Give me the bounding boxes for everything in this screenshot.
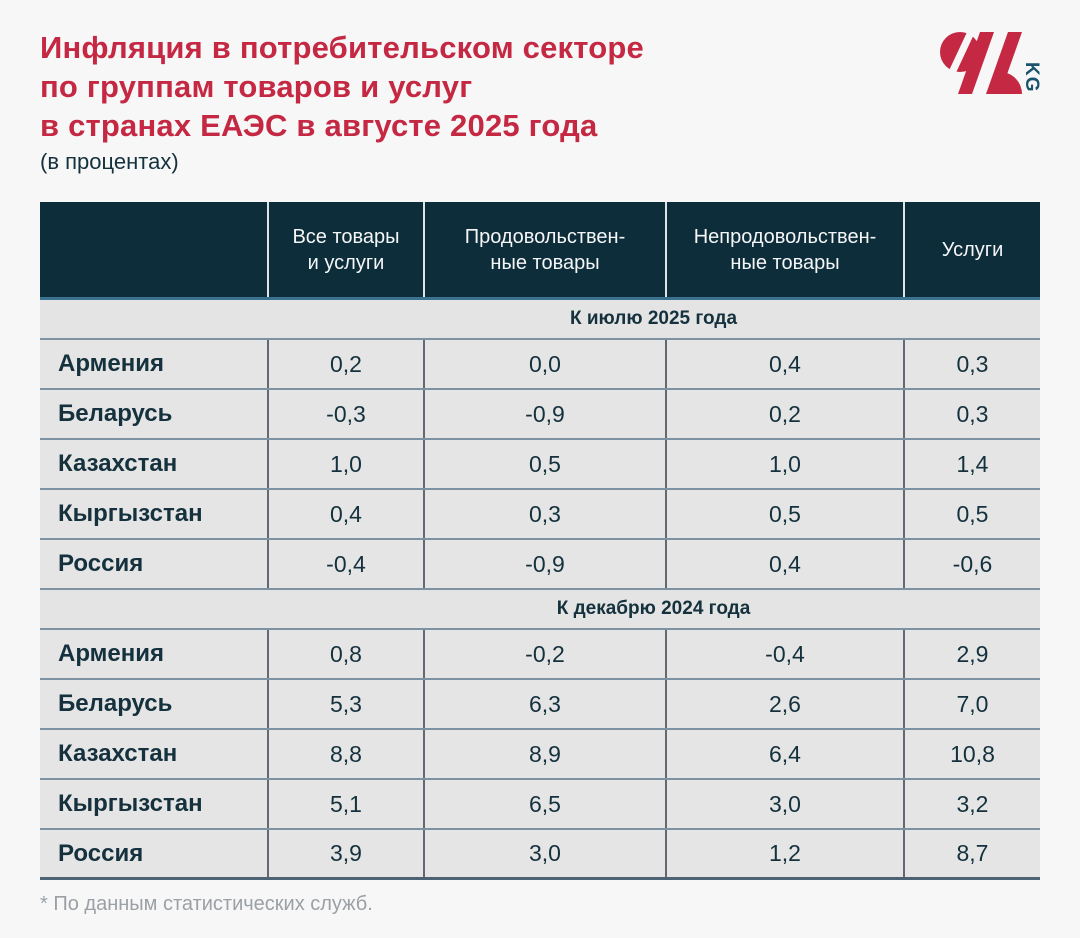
table-row: Беларусь -0,3 -0,9 0,2 0,3 xyxy=(40,390,1040,440)
value-cell: 0,8 xyxy=(267,630,423,678)
value-cell: 10,8 xyxy=(903,730,1040,778)
page-title: Инфляция в потребительском секторе по гр… xyxy=(40,28,644,145)
value-cell: 0,2 xyxy=(665,390,903,438)
value-cell: 7,0 xyxy=(903,680,1040,728)
value-cell: -0,2 xyxy=(423,630,665,678)
table-row: Кыргызстан 0,4 0,3 0,5 0,5 xyxy=(40,490,1040,540)
band-spacer xyxy=(40,300,267,338)
logo-24kg-icon: KG xyxy=(938,30,1042,94)
country-cell: Россия xyxy=(58,839,144,867)
value-cell: -0,4 xyxy=(665,630,903,678)
value-cell: 8,7 xyxy=(903,830,1040,877)
table-row: Беларусь 5,3 6,3 2,6 7,0 xyxy=(40,680,1040,730)
value-cell: 8,9 xyxy=(423,730,665,778)
country-cell: Россия xyxy=(58,550,144,577)
value-cell: -0,6 xyxy=(903,540,1040,588)
value-cell: 3,0 xyxy=(423,830,665,877)
country-cell: Казахстан xyxy=(58,740,178,767)
value-cell: 0,4 xyxy=(665,340,903,388)
column-header-all-goods: Все товары и услуги xyxy=(267,202,423,297)
section-band-december-2024: К декабрю 2024 года xyxy=(40,590,1040,630)
country-cell: Армения xyxy=(58,350,165,377)
column-header-food: Продовольствен- ные товары xyxy=(423,202,665,297)
table-row: Россия -0,4 -0,9 0,4 -0,6 xyxy=(40,540,1040,590)
table-row: Россия 3,9 3,0 1,2 8,7 xyxy=(40,830,1040,880)
section-band-july-2025: К июлю 2025 года xyxy=(40,300,1040,340)
value-cell: -0,9 xyxy=(423,390,665,438)
value-cell: -0,9 xyxy=(423,540,665,588)
value-cell: 5,1 xyxy=(267,780,423,828)
table-row: Казахстан 8,8 8,9 6,4 10,8 xyxy=(40,730,1040,780)
value-cell: 1,0 xyxy=(267,440,423,488)
value-cell: 1,2 xyxy=(665,830,903,877)
value-cell: 0,5 xyxy=(665,490,903,538)
value-cell: 1,0 xyxy=(665,440,903,488)
table-header-row: Все товары и услуги Продовольствен- ные … xyxy=(40,202,1040,300)
value-cell: 6,5 xyxy=(423,780,665,828)
value-cell: 6,4 xyxy=(665,730,903,778)
column-header-nonfood: Непродовольствен- ные товары xyxy=(665,202,903,297)
title-line-1: Инфляция в потребительском секторе xyxy=(40,30,644,65)
value-cell: 3,2 xyxy=(903,780,1040,828)
logo-kg-text: KG xyxy=(1021,62,1042,93)
value-cell: 8,8 xyxy=(267,730,423,778)
brand-logo: KG xyxy=(938,30,1048,96)
country-cell: Беларусь xyxy=(58,690,173,717)
value-cell: 0,2 xyxy=(267,340,423,388)
country-cell: Казахстан xyxy=(58,450,178,477)
value-cell: 0,3 xyxy=(903,340,1040,388)
table-row: Армения 0,2 0,0 0,4 0,3 xyxy=(40,340,1040,390)
section-label: К июлю 2025 года xyxy=(569,308,738,329)
title-line-2: по группам товаров и услуг xyxy=(40,69,473,104)
inflation-table: Все товары и услуги Продовольствен- ные … xyxy=(40,202,1040,880)
value-cell: 3,0 xyxy=(665,780,903,828)
units-subtitle: (в процентах) xyxy=(40,149,179,174)
value-cell: 0,4 xyxy=(665,540,903,588)
country-cell: Армения xyxy=(58,640,165,667)
value-cell: -0,3 xyxy=(267,390,423,438)
band-spacer xyxy=(40,590,267,628)
value-cell: 3,9 xyxy=(267,830,423,877)
value-cell: 2,6 xyxy=(665,680,903,728)
title-line-3: в странах ЕАЭС в августе 2025 года xyxy=(40,108,598,143)
corner-cell xyxy=(40,202,267,297)
table-row: Кыргызстан 5,1 6,5 3,0 3,2 xyxy=(40,780,1040,830)
country-cell: Кыргызстан xyxy=(58,790,203,817)
value-cell: 0,0 xyxy=(423,340,665,388)
value-cell: 0,3 xyxy=(903,390,1040,438)
value-cell: 0,3 xyxy=(423,490,665,538)
source-note: * По данным статистических служб. xyxy=(40,893,373,915)
value-cell: 2,9 xyxy=(903,630,1040,678)
value-cell: 6,3 xyxy=(423,680,665,728)
value-cell: 5,3 xyxy=(267,680,423,728)
country-cell: Беларусь xyxy=(58,400,173,427)
value-cell: -0,4 xyxy=(267,540,423,588)
table-row: Казахстан 1,0 0,5 1,0 1,4 xyxy=(40,440,1040,490)
value-cell: 0,4 xyxy=(267,490,423,538)
country-cell: Кыргызстан xyxy=(58,500,203,527)
table-row: Армения 0,8 -0,2 -0,4 2,9 xyxy=(40,630,1040,680)
value-cell: 0,5 xyxy=(423,440,665,488)
value-cell: 0,5 xyxy=(903,490,1040,538)
value-cell: 1,4 xyxy=(903,440,1040,488)
column-header-services: Услуги xyxy=(903,202,1040,297)
section-label: К декабрю 2024 года xyxy=(556,598,751,619)
